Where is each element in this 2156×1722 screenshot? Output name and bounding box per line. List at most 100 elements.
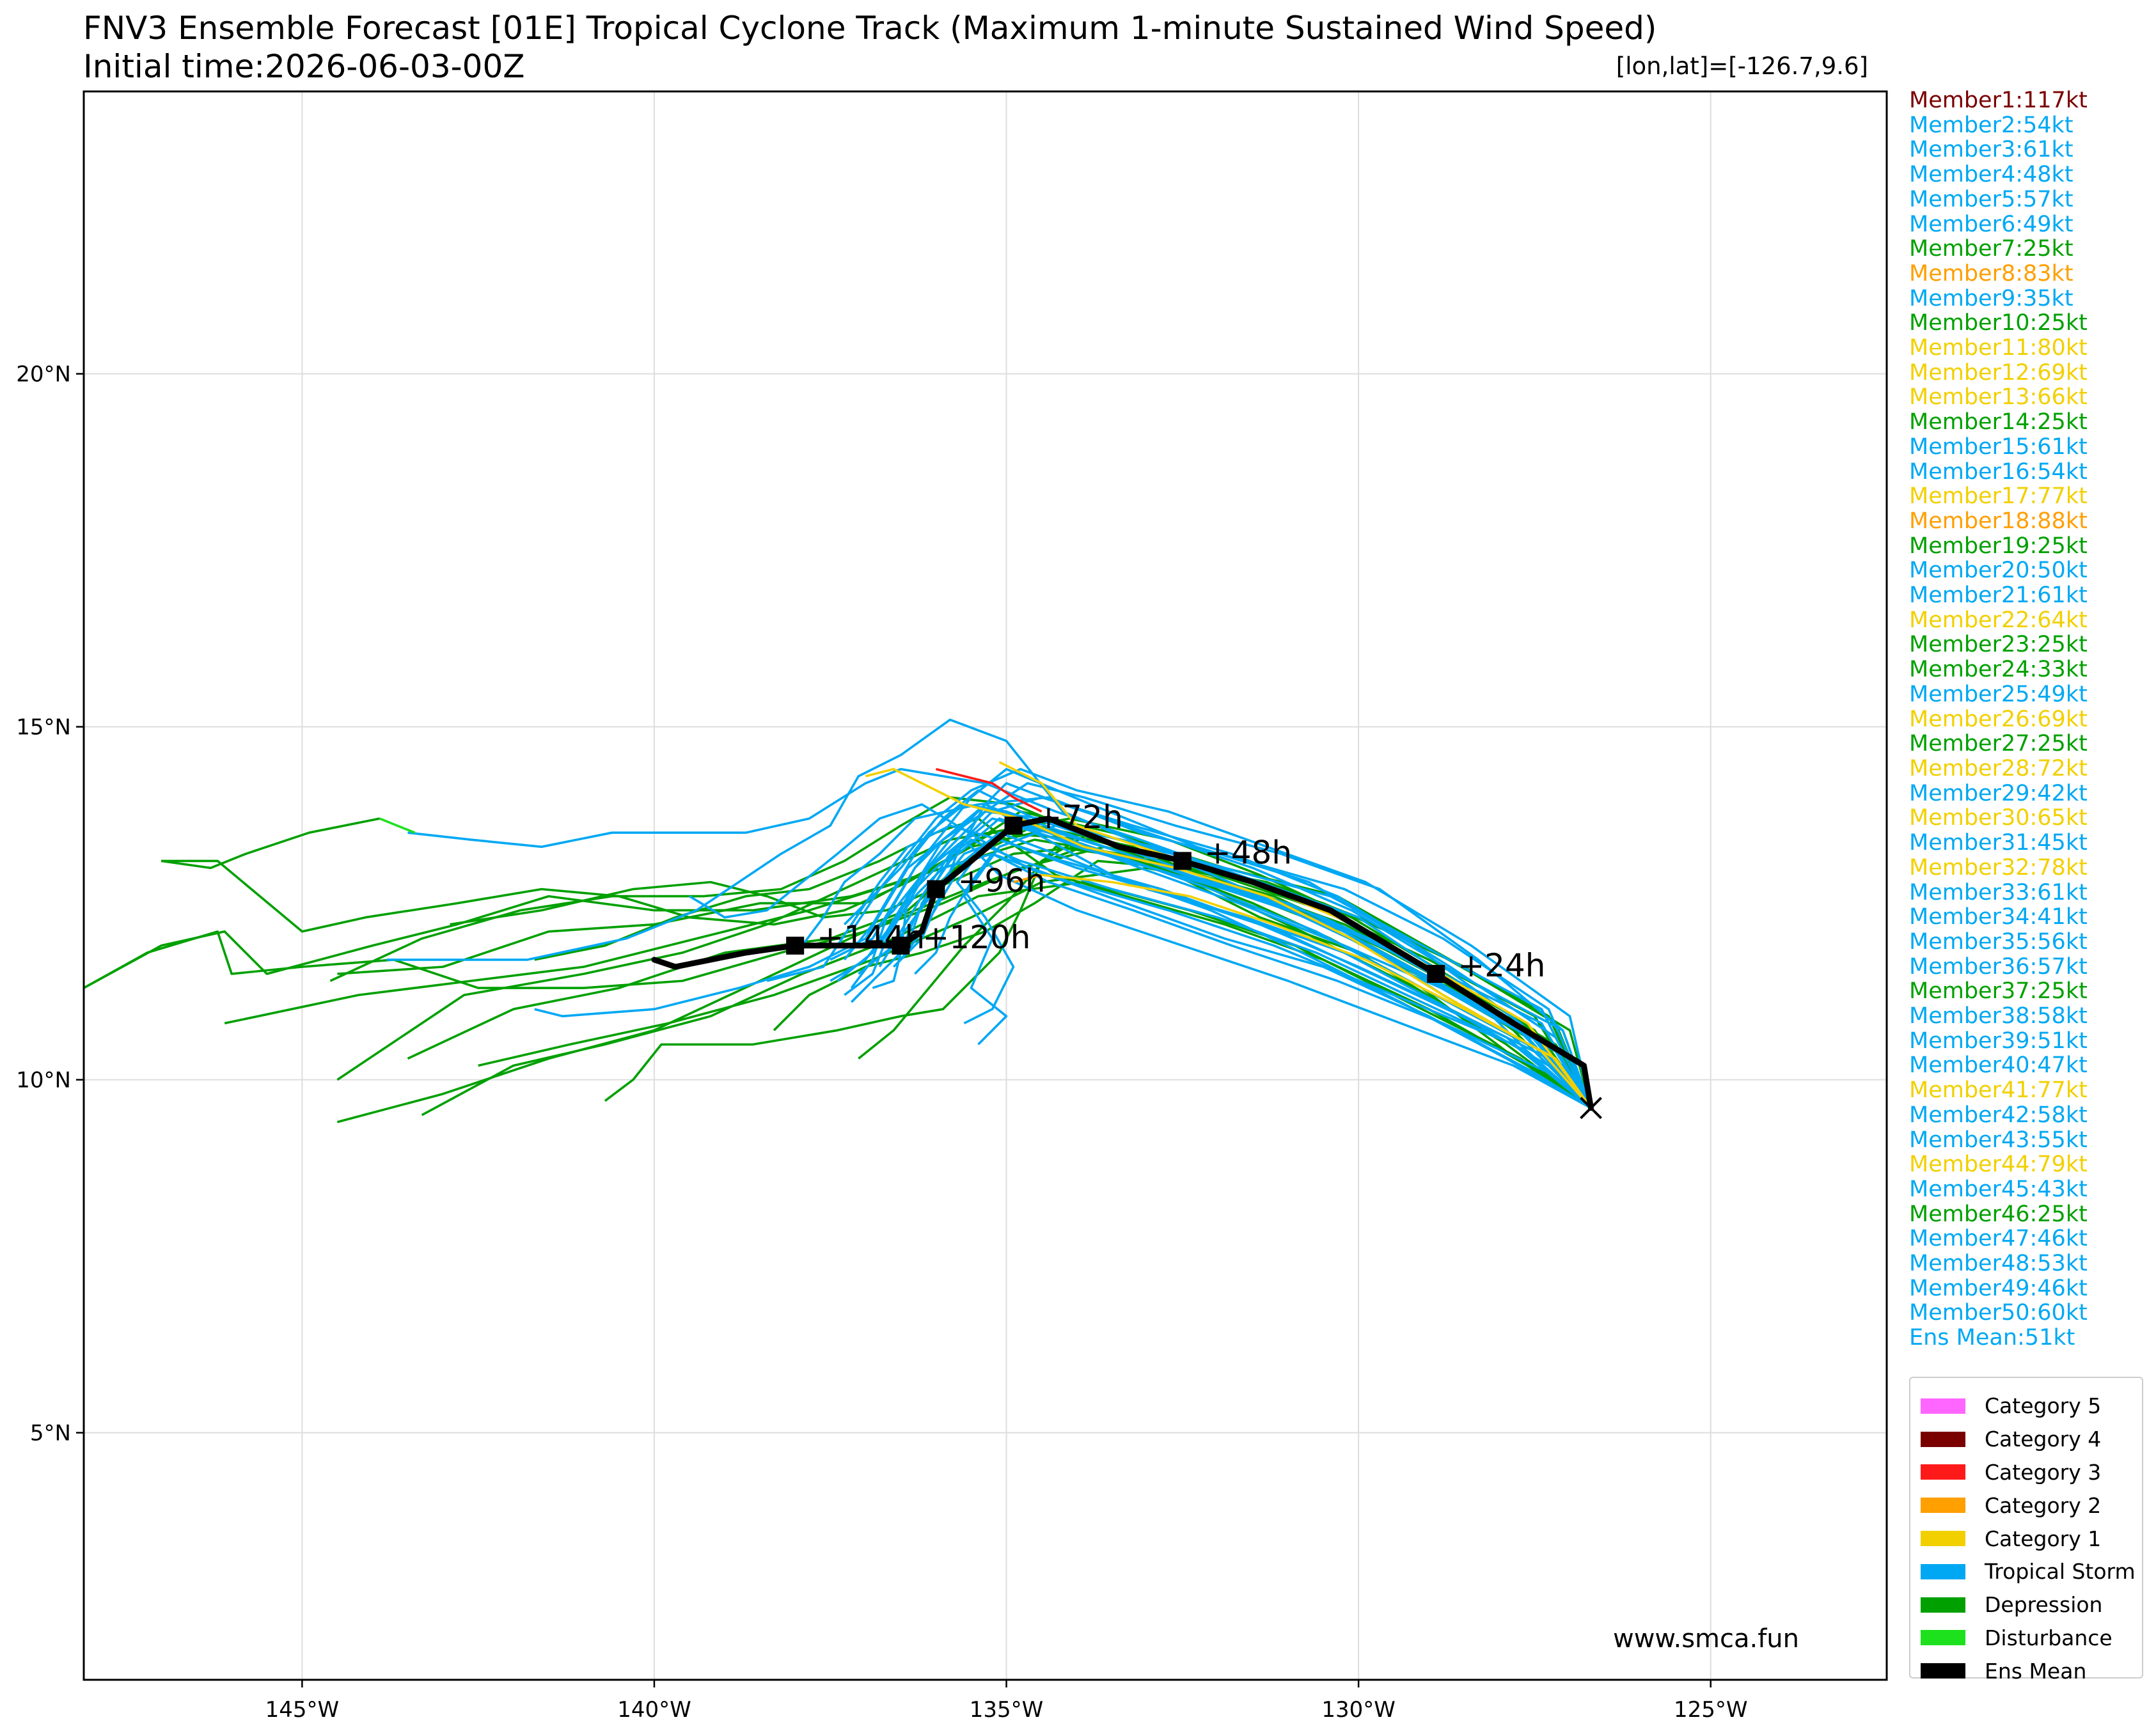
- member-label: Member21:61kt: [1909, 583, 2088, 609]
- legend-item: Disturbance: [1910, 1622, 2142, 1655]
- member-track: [935, 768, 1043, 813]
- legend-label: Category 4: [1985, 1427, 2102, 1452]
- time-marker-label: +144h: [817, 919, 925, 956]
- legend-swatch: [1921, 1498, 1965, 1514]
- member-label: Member4:48kt: [1909, 162, 2073, 188]
- member-label: Member11:80kt: [1909, 335, 2088, 361]
- time-markers: +24h +48h +72h +96h +120h+144h: [786, 799, 1602, 1120]
- time-marker: [1427, 965, 1445, 983]
- legend-item: Category 3: [1910, 1456, 2142, 1489]
- member-track: [865, 768, 1592, 1109]
- x-tick-label: 145°W: [265, 1697, 340, 1722]
- member-label: Member47:46kt: [1909, 1226, 2088, 1252]
- time-marker-label: +48h: [1204, 834, 1292, 871]
- member-track: [386, 718, 1592, 1109]
- legend-label: Category 5: [1985, 1393, 2102, 1419]
- gridlines: [84, 91, 1887, 1680]
- member-track: [83, 838, 1592, 1109]
- member-label: Member9:35kt: [1909, 285, 2073, 311]
- member-track: [689, 803, 1592, 1109]
- y-tick-label: 5°N: [30, 1421, 71, 1446]
- time-marker: [1173, 852, 1192, 870]
- member-label: Member16:54kt: [1909, 458, 2088, 485]
- member-label: Member29:42kt: [1909, 780, 2088, 806]
- member-label: Member7:25kt: [1909, 236, 2073, 262]
- member-track: [534, 817, 1592, 1109]
- member-label: Member44:79kt: [1909, 1152, 2088, 1178]
- time-marker-label: +24h: [1458, 947, 1545, 984]
- member-label: Member39:51kt: [1909, 1028, 2088, 1054]
- member-label: Member17:77kt: [1909, 483, 2088, 510]
- member-label: Member14:25kt: [1909, 409, 2088, 435]
- legend-label: Ens Mean: [1985, 1658, 2087, 1684]
- member-intensity-list: Member1:117kt Member2:54kt Member3:61kt Mem…: [1909, 88, 2088, 1350]
- member-label: Member20:50kt: [1909, 558, 2088, 584]
- member-label: Member5:57kt: [1909, 186, 2073, 212]
- legend-label: Depression: [1985, 1592, 2103, 1618]
- legend-swatch: [1921, 1663, 1965, 1679]
- x-tick-label: 125°W: [1674, 1697, 1748, 1722]
- member-label: Member24:33kt: [1909, 657, 2088, 683]
- chart-title: FNV3 Ensemble Forecast [01E] Tropical Cy…: [83, 10, 1657, 47]
- x-tick-label: 135°W: [970, 1697, 1044, 1722]
- x-tick-label: 140°W: [617, 1697, 691, 1722]
- member-label: Member36:57kt: [1909, 953, 2088, 980]
- category-legend: Category 5 Category 4 Category 3 Category 2…: [1909, 1377, 2143, 1684]
- member-label: Member26:69kt: [1909, 706, 2088, 732]
- legend-swatch: [1921, 1597, 1965, 1613]
- member-label: Member27:25kt: [1909, 731, 2088, 757]
- member-label: Member34:41kt: [1909, 904, 2088, 930]
- y-tick-label: 10°N: [16, 1068, 71, 1093]
- member-track: [899, 831, 1592, 1109]
- legend-swatch: [1921, 1563, 1965, 1579]
- legend-swatch: [1921, 1464, 1965, 1480]
- legend-item: Depression: [1910, 1588, 2142, 1622]
- time-marker: [786, 936, 805, 955]
- member-track: [830, 838, 1592, 1109]
- member-label: Member43:55kt: [1909, 1127, 2088, 1153]
- member-track: [844, 838, 1592, 1109]
- member-label: Member35:56kt: [1909, 928, 2088, 955]
- member-label: Member13:66kt: [1909, 384, 2088, 411]
- member-track: [844, 803, 1592, 1109]
- member-track: [421, 881, 1592, 1116]
- member-label: Member12:69kt: [1909, 359, 2088, 386]
- website-credit: www.smca.fun: [1613, 1624, 1799, 1654]
- member-label: Member22:64kt: [1909, 607, 2088, 633]
- legend-label: Category 2: [1985, 1492, 2102, 1518]
- member-label: Member6:49kt: [1909, 211, 2073, 237]
- member-label: Member23:25kt: [1909, 632, 2088, 658]
- x-tick-label: 130°W: [1321, 1697, 1396, 1722]
- time-marker: [927, 880, 945, 898]
- member-label: Member32:78kt: [1909, 854, 2088, 881]
- legend-label: Tropical Storm: [1985, 1559, 2136, 1585]
- legend-swatch: [1921, 1398, 1965, 1414]
- member-track: [801, 796, 1593, 1109]
- member-label: Member10:25kt: [1909, 310, 2088, 336]
- initial-time-label: Initial time:2026-06-03-00Z: [83, 48, 525, 85]
- member-track: [858, 838, 1592, 1109]
- member-label: Member38:58kt: [1909, 1003, 2088, 1029]
- legend-item: Category 2: [1910, 1489, 2142, 1522]
- member-label: Member45:43kt: [1909, 1176, 2088, 1202]
- plot-frame: [83, 90, 1888, 1681]
- legend-item: Category 1: [1910, 1522, 2142, 1555]
- time-marker-label: +72h: [1035, 799, 1123, 836]
- member-track: [1013, 873, 1043, 884]
- member-label: Member28:72kt: [1909, 755, 2088, 781]
- member-label: Member40:47kt: [1909, 1053, 2088, 1079]
- legend-label: Category 1: [1985, 1526, 2102, 1551]
- legend-item: Category 4: [1910, 1423, 2142, 1456]
- member-label: Member8:83kt: [1909, 260, 2073, 286]
- member-label: Member30:65kt: [1909, 805, 2088, 831]
- legend-item: Ens Mean: [1910, 1654, 2142, 1687]
- member-label: Member15:61kt: [1909, 434, 2088, 460]
- member-label: Member42:58kt: [1909, 1102, 2088, 1128]
- member-label: Member31:45kt: [1909, 830, 2088, 856]
- member-label: Member50:60kt: [1909, 1300, 2088, 1326]
- member-label: Ens Mean:51kt: [1909, 1325, 2075, 1351]
- member-label: Member3:61kt: [1909, 137, 2073, 163]
- member-track: [878, 803, 1592, 1109]
- member-track: [379, 817, 416, 834]
